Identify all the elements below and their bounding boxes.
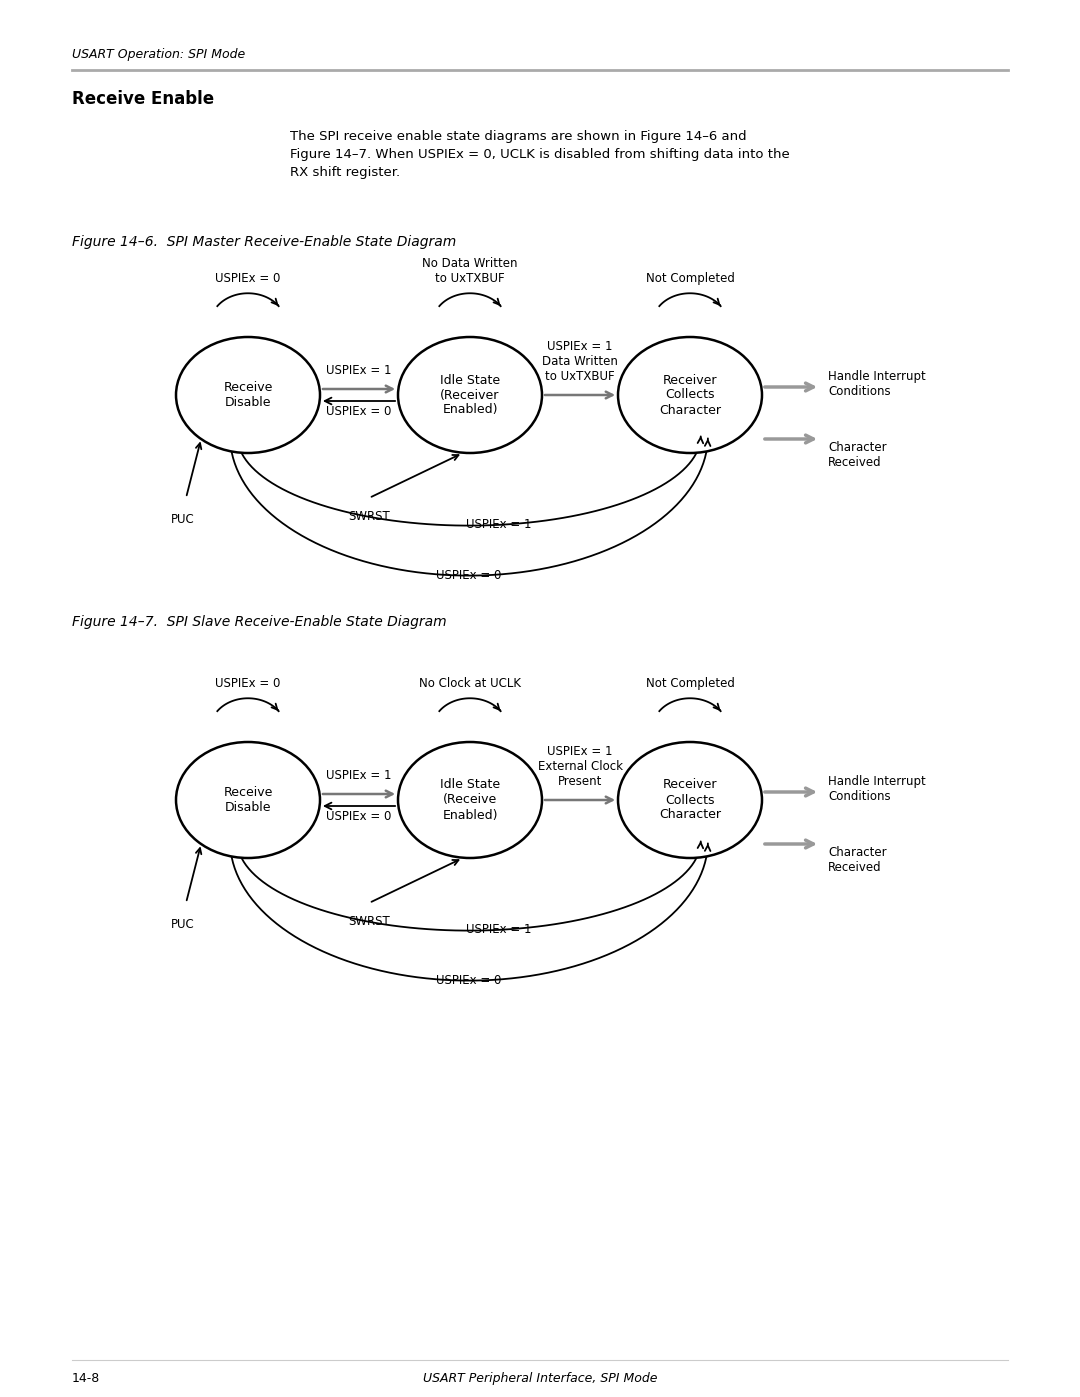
Text: USPIEx = 0: USPIEx = 0 <box>215 272 281 285</box>
Text: Receive
Disable: Receive Disable <box>224 787 272 814</box>
Text: USPIEx = 1: USPIEx = 1 <box>467 518 531 531</box>
Text: USPIEx = 0: USPIEx = 0 <box>215 678 281 690</box>
Text: USPIEx = 0: USPIEx = 0 <box>436 974 502 986</box>
Text: USPIEx = 1: USPIEx = 1 <box>326 768 392 782</box>
Text: No Data Written
to UxTXBUF: No Data Written to UxTXBUF <box>422 257 517 285</box>
Text: USART Operation: SPI Mode: USART Operation: SPI Mode <box>72 47 245 61</box>
Text: No Clock at UCLK: No Clock at UCLK <box>419 678 521 690</box>
Ellipse shape <box>176 742 320 858</box>
Ellipse shape <box>176 337 320 453</box>
Text: SWRST: SWRST <box>348 510 390 522</box>
Text: PUC: PUC <box>171 513 194 527</box>
Text: Not Completed: Not Completed <box>646 678 734 690</box>
Text: USPIEx = 1: USPIEx = 1 <box>467 923 531 936</box>
Text: Character
Received: Character Received <box>828 441 887 469</box>
Text: Figure 14–6.  SPI Master Receive-Enable State Diagram: Figure 14–6. SPI Master Receive-Enable S… <box>72 235 456 249</box>
Text: Figure 14–7.  SPI Slave Receive-Enable State Diagram: Figure 14–7. SPI Slave Receive-Enable St… <box>72 615 447 629</box>
Text: Handle Interrupt
Conditions: Handle Interrupt Conditions <box>828 775 926 803</box>
Text: USPIEx = 0: USPIEx = 0 <box>326 810 392 823</box>
Ellipse shape <box>399 337 542 453</box>
Text: Character
Received: Character Received <box>828 847 887 875</box>
Text: Receiver
Collects
Character: Receiver Collects Character <box>659 778 721 821</box>
Text: USPIEx = 1: USPIEx = 1 <box>326 365 392 377</box>
Text: Not Completed: Not Completed <box>646 272 734 285</box>
Text: USPIEx = 0: USPIEx = 0 <box>436 569 502 581</box>
Text: Idle State
(Receiver
Enabled): Idle State (Receiver Enabled) <box>440 373 500 416</box>
Text: Receiver
Collects
Character: Receiver Collects Character <box>659 373 721 416</box>
Text: USPIEx = 1
Data Written
to UxTXBUF: USPIEx = 1 Data Written to UxTXBUF <box>542 339 618 383</box>
Text: Handle Interrupt
Conditions: Handle Interrupt Conditions <box>828 370 926 398</box>
Text: USPIEx = 1
External Clock
Present: USPIEx = 1 External Clock Present <box>538 745 622 788</box>
Text: Receive Enable: Receive Enable <box>72 89 214 108</box>
Ellipse shape <box>618 742 762 858</box>
Text: SWRST: SWRST <box>348 915 390 928</box>
Text: PUC: PUC <box>171 918 194 930</box>
Text: 14-8: 14-8 <box>72 1372 100 1384</box>
Ellipse shape <box>618 337 762 453</box>
Ellipse shape <box>399 742 542 858</box>
Text: Receive
Disable: Receive Disable <box>224 381 272 409</box>
Text: USART Peripheral Interface, SPI Mode: USART Peripheral Interface, SPI Mode <box>422 1372 658 1384</box>
Text: Idle State
(Receive
Enabled): Idle State (Receive Enabled) <box>440 778 500 821</box>
Text: USPIEx = 0: USPIEx = 0 <box>326 405 392 418</box>
Text: The SPI receive enable state diagrams are shown in Figure 14–6 and
Figure 14–7. : The SPI receive enable state diagrams ar… <box>291 130 789 179</box>
